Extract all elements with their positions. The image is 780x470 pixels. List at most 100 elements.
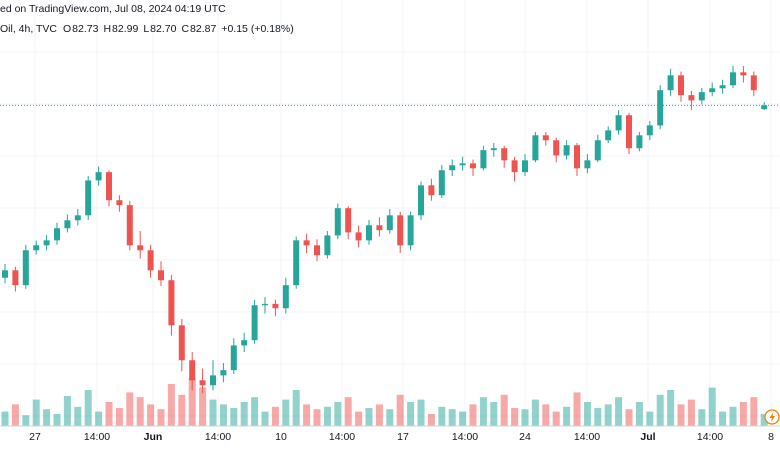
volume-bar [43,409,51,426]
candle-body [678,75,684,96]
candle-body [106,172,112,201]
candle-body [282,285,289,309]
volume-bar [219,404,227,426]
candle-body [501,148,508,161]
volume-bar [11,404,19,426]
legend: Oil, 4h, TVC O 82.73 H 82.99 L 82.70 C 82.87 +0.1… [0,23,294,35]
candle-body [418,185,424,216]
volume-bar [323,406,331,426]
volume-bar [427,414,435,426]
candle-body [376,225,383,231]
grid [0,0,780,426]
legend-item: L [143,23,149,35]
x-tick-label: 10 [275,431,287,443]
candle-body [490,148,497,151]
volume-bar [167,384,175,426]
candle-body [688,95,695,101]
volume-bar [563,406,571,426]
candle-body [397,215,404,246]
candle-body [750,75,757,91]
volume-bar [438,406,446,426]
candle-body [262,303,268,306]
x-tick-label: 14:00 [205,431,231,443]
candle-body [158,270,164,281]
volume-bar [760,414,768,426]
candle-body [22,250,29,286]
candle-body [449,165,456,171]
candle-body [636,135,643,149]
volume-bar [63,396,71,426]
legend-item: C [181,23,189,35]
volume-bar [375,404,383,426]
candle-body [12,270,19,286]
candle-body [719,85,726,89]
candle-body [740,72,747,76]
volume-bar [594,408,602,426]
volume-bar [209,399,217,426]
candle-body [220,370,227,376]
candle-body [626,115,632,149]
volume-bar [417,399,425,426]
volume-bar [573,392,581,426]
candle-body [314,245,320,256]
legend-item: 82.73 [72,23,98,35]
candle-body [126,205,133,246]
volume-bar [282,399,290,426]
volume-bar [147,404,155,426]
volume-bar [511,408,519,426]
candle-body [511,160,518,173]
volume-bar [615,397,623,426]
volume-bar [708,387,716,426]
volume-bar [677,404,685,426]
candle-body [85,180,92,216]
x-tick-label: 14:00 [329,431,355,443]
volume-bar [251,397,259,426]
candle-body [709,88,716,93]
x-tick-label: 27 [29,431,41,443]
candle-body [324,235,331,256]
volume-bar [157,409,165,426]
candle-body [594,140,601,161]
x-tick-label: 14:00 [452,431,478,443]
candle-body [605,130,612,141]
volume-bar [479,397,487,426]
candle-body [459,163,466,166]
volume-bar [365,408,373,426]
volume-bar [459,411,467,426]
x-tick-label: 8 [768,431,774,443]
candle-body [230,345,237,371]
candle-body [95,172,102,181]
candle-body [698,92,705,101]
volume-bar [490,402,498,426]
candle-body [178,325,185,361]
volume-bar [531,399,539,426]
candle-body [210,375,216,386]
volume-bar [656,394,664,426]
legend-item: Oil, 4h, TVC [0,23,57,35]
plot [0,66,780,426]
volume-bar [687,399,695,426]
candle-body [251,305,258,341]
x-tick-label: 17 [397,431,409,443]
volume-bar [448,409,456,426]
volume-bar [105,402,113,426]
volume-bar [542,404,550,426]
volume-bar [178,394,186,426]
volume-bar [22,415,30,426]
candle-body [480,150,487,169]
volume-bar [1,411,9,426]
candle-body [199,380,206,386]
candle-body [2,270,8,278]
volume-bar [84,390,92,426]
candle-body [646,125,653,136]
candle-body [54,228,60,241]
volume-bar [583,402,591,426]
candle-body [615,115,622,131]
volume-bar [136,397,144,426]
volume-bar [521,409,529,426]
volume-bar [729,406,737,426]
legend-item: +0.15 (+0.18%) [221,23,293,35]
candle-body [147,250,154,271]
